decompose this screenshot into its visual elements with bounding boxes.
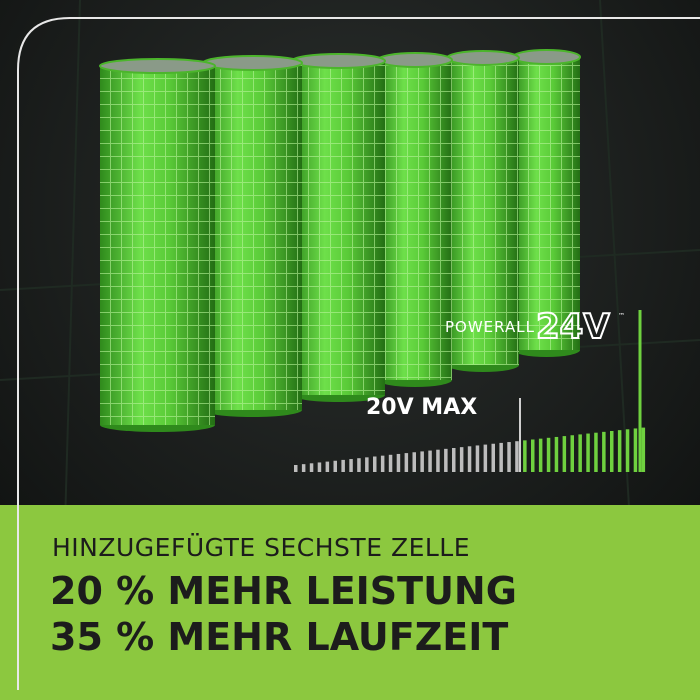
cell-top xyxy=(512,49,581,65)
ramp-bar xyxy=(625,429,630,472)
cell-grid xyxy=(100,66,215,425)
ramp-bar xyxy=(467,446,472,472)
ramp-bar xyxy=(578,434,582,472)
ramp-bar xyxy=(459,447,464,472)
ramp-bar xyxy=(491,443,495,472)
ramp-bar xyxy=(333,460,337,472)
comparison-label: 20V MAX xyxy=(366,395,477,420)
cell-grid xyxy=(447,58,519,365)
ramp-bar xyxy=(317,462,322,472)
cell-top xyxy=(446,50,520,66)
cell-grid xyxy=(513,57,580,350)
ramp-bar xyxy=(357,458,361,472)
ramp-bar xyxy=(610,431,614,472)
banner-line: 20 % MEHR LEISTUNG xyxy=(50,569,517,613)
ramp-bar xyxy=(444,448,448,472)
ramp-bar xyxy=(436,449,440,472)
logo-voltage: 24V xyxy=(536,307,610,347)
ramp-bar xyxy=(531,439,535,472)
ramp-bar xyxy=(641,427,646,472)
cell-top xyxy=(377,52,453,68)
banner-line: 35 % MEHR LAUFZEIT xyxy=(50,615,508,659)
ramp-bar xyxy=(483,444,488,472)
ramp-bar xyxy=(349,459,353,472)
ramp-bar xyxy=(388,454,393,472)
ramp-bar xyxy=(562,436,567,472)
ramp-bar xyxy=(507,442,511,472)
ramp-bar xyxy=(420,451,424,472)
ramp-bar xyxy=(301,464,306,472)
cell-top xyxy=(291,53,386,69)
ramp-bar xyxy=(475,445,480,472)
ramp-bar xyxy=(380,455,385,472)
ramp-bar xyxy=(546,437,551,472)
ramp-bar xyxy=(602,431,606,472)
ramp-bar xyxy=(404,453,409,472)
voltage-ramp xyxy=(294,427,646,472)
ramp-bar xyxy=(523,440,527,472)
ramp-bar xyxy=(452,448,456,472)
ramp-bar xyxy=(428,450,432,472)
ramp-bar xyxy=(373,456,377,472)
ramp-bar xyxy=(499,442,503,472)
ramp-bar xyxy=(515,441,519,472)
cell-top xyxy=(99,58,216,74)
battery-cells xyxy=(99,49,581,432)
ramp-bar xyxy=(617,430,622,472)
banner xyxy=(0,505,700,700)
ramp-bar xyxy=(538,438,543,472)
cell-grid xyxy=(203,63,302,410)
logo-trademark: ™ xyxy=(618,312,625,320)
ramp-bar xyxy=(633,428,638,472)
cell-top xyxy=(202,55,303,71)
ramp-bar xyxy=(586,433,590,472)
banner-subtitle: HINZUGEFÜGTE SECHSTE ZELLE xyxy=(52,533,470,562)
cell-grid xyxy=(378,60,452,380)
ramp-bar xyxy=(294,465,298,472)
cell-grid xyxy=(292,61,385,395)
ramp-bar xyxy=(412,452,416,472)
ramp-bar xyxy=(396,453,401,472)
ramp-bar xyxy=(594,432,598,472)
ramp-bar xyxy=(570,435,574,472)
frame xyxy=(17,17,700,690)
logo-brand: POWERALL xyxy=(445,318,535,336)
ramp-bar xyxy=(341,459,345,472)
ramp-bar xyxy=(325,461,330,472)
ramp-bar xyxy=(554,436,559,472)
ramp-bar xyxy=(365,457,369,472)
ramp-bar xyxy=(309,463,314,472)
